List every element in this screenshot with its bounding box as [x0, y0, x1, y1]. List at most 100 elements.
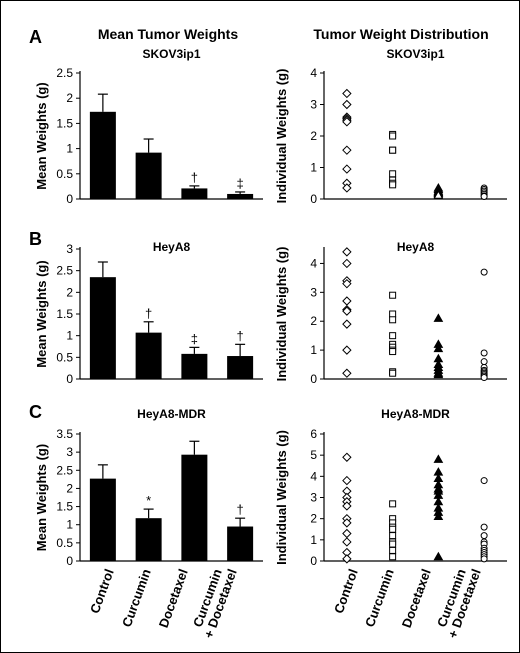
y-tick-label-a-left: 1.5: [56, 116, 73, 130]
point-c-right-4-11: [480, 555, 488, 563]
y-tick-label-a-left: 2.5: [56, 66, 73, 80]
y-tick-label-c-left: 1.5: [56, 500, 73, 514]
y-tick-label-c-left: 0.5: [56, 536, 73, 550]
bar-b-left-4: [227, 356, 254, 379]
point-b-right-3-1: [433, 313, 444, 322]
point-a-right-2-5: [389, 170, 397, 178]
panel-label-b: B: [29, 229, 42, 249]
point-c-right-1-2: [342, 475, 352, 486]
point-c-right-1-1: [342, 452, 352, 462]
y-tick-label-b-left: 0: [66, 372, 73, 386]
right-x-label-docetaxel: Docetaxel: [399, 567, 434, 630]
point-b-right-4-1: [480, 268, 488, 276]
chart-title-a-right: SKOV3ip1: [386, 47, 444, 61]
point-c-right-1-8: [342, 518, 352, 528]
y-tick-label-a-right: 0: [310, 192, 317, 206]
point-a-right-2-8: [389, 181, 397, 189]
point-b-right-4-2: [480, 349, 488, 357]
bar-b-left-3: [181, 353, 208, 379]
bar-a-left-1: [89, 111, 116, 199]
bar-b-left-1: [89, 277, 116, 379]
point-c-right-4-1: [480, 477, 488, 485]
y-tick-label-c-left: 1: [66, 518, 73, 532]
point-a-right-1-6: [342, 117, 352, 127]
y-tick-label-a-left: 0.5: [56, 167, 73, 181]
y-axis-label-a-right: Individual Weights (g): [274, 69, 289, 204]
y-axis-label-c-left: Mean Weights (g): [34, 444, 49, 551]
y-tick-label-c-left: 0: [66, 554, 73, 568]
chart-title-c-right: HeyA8-MDR: [381, 407, 450, 421]
y-tick-label-b-left: 2.5: [56, 264, 73, 278]
y-tick-label-c-left: 3.5: [56, 427, 73, 441]
point-b-right-2-3: [389, 316, 397, 324]
plots-layer: SKOV3ip1 Mean Weights (g) 0 0.5 1 1.5 2 2.5 † ‡ SK…: [34, 47, 507, 568]
y-tick-label-a-right: 1: [310, 161, 317, 175]
point-a-right-1-8: [342, 164, 352, 174]
y-tick-label-a-left: 1: [66, 142, 73, 156]
point-c-right-2-1: [389, 500, 397, 508]
point-c-right-2-9: [389, 546, 397, 554]
y-tick-label-a-right: 4: [310, 66, 317, 80]
point-c-right-2-6: [389, 532, 397, 540]
point-b-right-3-9: [433, 369, 444, 379]
y-tick-label-b-left: 3: [66, 242, 73, 256]
significance-mark-b-left-3: ‡: [191, 331, 198, 346]
y-tick-label-c-right: 0: [310, 554, 317, 568]
chart-title-a-left: SKOV3ip1: [142, 47, 200, 61]
point-a-right-1-2: [342, 99, 352, 110]
panel-label-c: C: [29, 402, 42, 422]
y-tick-label-c-right: 1: [310, 533, 317, 547]
y-tick-label-c-left: 2: [66, 481, 73, 495]
point-c-right-1-10: [342, 537, 352, 547]
panel-label-a: A: [29, 27, 42, 47]
y-tick-label-a-right: 3: [310, 98, 317, 112]
left-x-label-curcumin: Curcumin: [119, 567, 154, 629]
significance-mark-a-left-4: ‡: [237, 176, 244, 191]
y-axis-label-c-right: Individual Weights (g): [274, 430, 289, 565]
y-tick-label-b-right: 3: [310, 285, 317, 299]
point-c-right-4-2: [480, 523, 488, 531]
point-b-right-4-10: [480, 374, 488, 382]
point-a-right-1-1: [342, 88, 352, 99]
y-tick-label-c-left: 3: [66, 445, 73, 459]
bar-b-left-2: [135, 332, 162, 379]
right-x-label-curcumin: Curcumin: [362, 567, 397, 629]
point-c-right-1-12: [342, 554, 352, 564]
point-c-right-2-8: [389, 540, 397, 548]
y-tick-label-a-left: 2: [66, 91, 73, 105]
y-tick-label-b-left: 0.5: [56, 350, 73, 364]
point-a-right-1-10: [342, 183, 352, 193]
left-column-title: Mean Tumor Weights: [98, 26, 238, 42]
point-a-right-1-7: [342, 145, 352, 155]
point-c-right-2-5: [389, 525, 397, 533]
bar-a-left-2: [135, 152, 162, 199]
point-b-right-3-3: [433, 343, 444, 353]
y-tick-label-c-right: 6: [310, 427, 317, 441]
point-b-right-1-7: [342, 306, 352, 316]
point-b-right-2-2: [389, 310, 397, 318]
y-tick-label-c-right: 4: [310, 469, 317, 483]
right-column-title: Tumor Weight Distribution: [313, 26, 488, 42]
point-a-right-3-8: [433, 190, 444, 199]
left-x-label-control: Control: [87, 567, 117, 616]
significance-mark-b-left-2: †: [145, 306, 152, 321]
bar-a-left-4: [227, 193, 254, 199]
bar-c-left-3: [181, 454, 208, 561]
point-c-right-3-1: [433, 454, 444, 463]
point-b-right-1-10: [342, 368, 352, 378]
y-tick-label-b-left: 2: [66, 285, 73, 299]
point-b-right-1-1: [342, 247, 352, 257]
point-c-right-3-11: [433, 511, 444, 521]
point-b-right-2-1: [389, 291, 397, 299]
left-x-label-docetaxel: Docetaxel: [156, 567, 191, 630]
significance-mark-a-left-3: †: [191, 170, 198, 185]
point-b-right-4-3: [480, 358, 488, 366]
y-tick-label-a-right: 2: [310, 129, 317, 143]
y-axis-label-a-left: Mean Weights (g): [34, 82, 49, 189]
chart-title-b-left: HeyA8: [153, 240, 191, 254]
point-a-right-4-7: [480, 192, 488, 200]
significance-mark-c-left-4: †: [237, 502, 244, 517]
y-tick-label-c-right: 3: [310, 491, 317, 505]
point-b-right-1-5: [342, 296, 352, 306]
